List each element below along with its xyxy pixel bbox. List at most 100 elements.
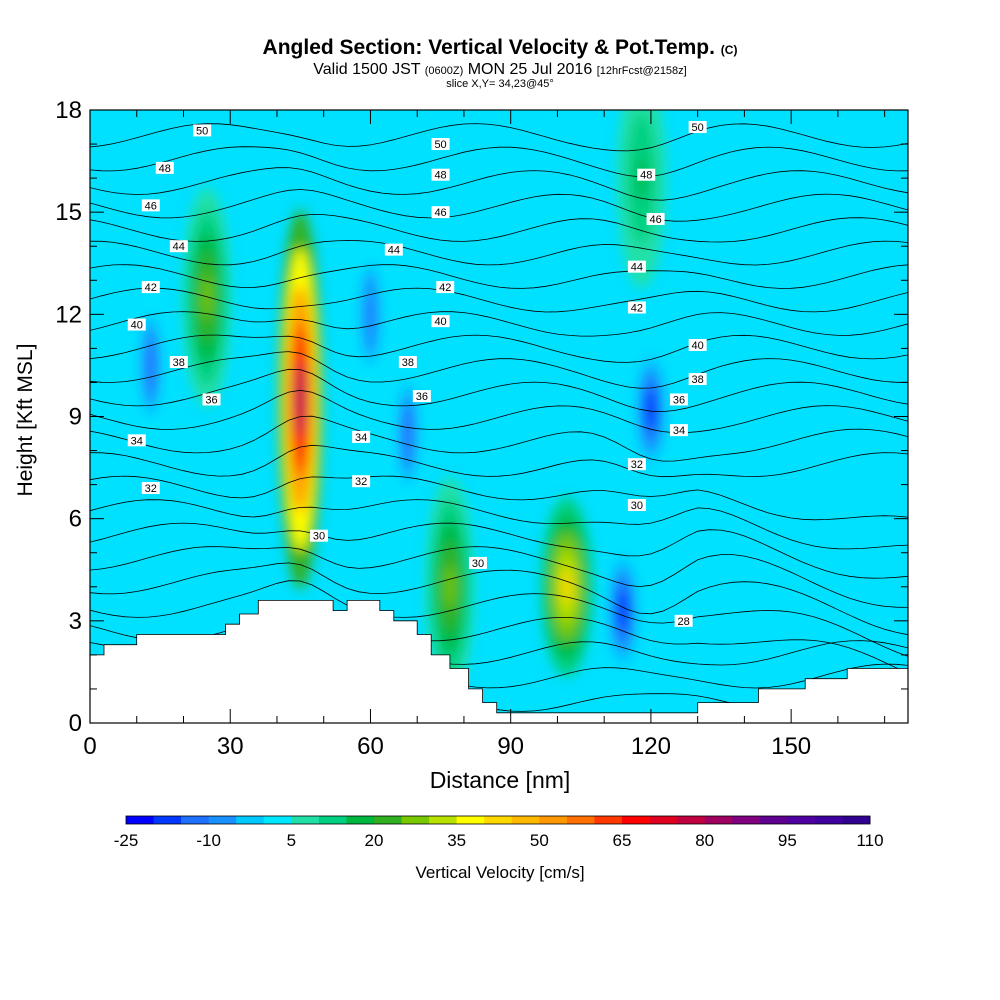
isentrope-label-bg [436,281,455,294]
isentrope-label: 32 [352,475,371,488]
isentrope-label-text: 50 [196,125,208,137]
isentrope-label-text: 40 [434,316,446,328]
velocity-contour [147,351,154,380]
isentrope-label: 30 [310,529,329,543]
isentrope-label: 42 [141,281,160,294]
colorbar-swatch [511,816,540,824]
isentrope-label: 42 [436,281,455,294]
colorbar-swatch [263,816,292,824]
isentrope [90,240,908,266]
isentrope-label-bg [627,301,646,314]
isentrope [90,475,908,521]
isentrope-label-bg [688,373,707,386]
colorbar-swatch [622,816,651,824]
chart-title: Angled Section: Vertical Velocity & Pot.… [0,36,1000,60]
velocity-contour [202,275,212,320]
isentrope [90,311,908,337]
y-tick-label: 9 [69,404,82,431]
colorbar-tick-label: 35 [447,831,466,850]
isentrope-label-text: 50 [692,122,704,134]
isentrope-label-text: 30 [313,531,325,543]
terrain [89,600,909,724]
velocity-contour [405,419,411,448]
isentrope-label-bg [127,318,146,331]
colorbar-frame [125,815,871,825]
isentrope-label-bg [431,206,450,219]
velocity-feature [136,295,165,436]
colorbar-tick-label: 80 [695,831,714,850]
colorbar-swatch [374,816,403,824]
isentrope-label-bg [127,434,146,447]
isentrope [90,499,908,550]
isentrope [90,415,908,462]
isentrope-label: 28 [674,614,693,628]
valid-time-text: Valid 1500 JST [313,61,421,78]
isentrope-label-text: 34 [355,432,367,444]
isentrope-label-bg [398,356,417,369]
chart-title-text: Angled Section: Vertical Velocity & Pot.… [262,36,715,59]
isentrope-label-text: 44 [173,241,185,253]
x-tick-label: 30 [217,733,244,760]
colorbar-swatch [236,816,265,824]
isentrope-label-text: 40 [692,340,704,352]
isentrope-label-bg [310,529,329,542]
isentrope [90,368,908,413]
velocity-feature [356,244,385,385]
isentrope [90,334,908,363]
isentrope-label: 44 [384,243,403,257]
colorbar-swatch [539,816,568,824]
colorbar-swatch [759,816,788,824]
isentrope-label: 50 [688,121,707,134]
isentrope-label-text: 28 [678,616,690,628]
isentrope-label: 34 [352,430,371,444]
isentrope [90,264,908,289]
velocity-feature [540,496,593,677]
isentrope [90,580,908,657]
isentrope-label: 44 [169,240,188,253]
isentrope-label-bg [155,161,174,174]
colorbar-swatch [208,816,237,824]
colorbar-tick-label: 20 [365,831,384,850]
isentrope-label-text: 30 [472,558,484,570]
isentrope-label-text: 36 [673,394,685,406]
isentrope-label: 46 [646,212,665,226]
colorbar-swatch [787,816,816,824]
isentrope-label-text: 46 [649,214,661,226]
isentrope [90,167,908,201]
isentrope-label: 44 [627,260,646,274]
y-tick-label: 12 [55,301,82,328]
forecast-text: [12hrFcst@2158z] [596,65,687,77]
x-tick-label: 60 [357,733,384,760]
isentrope [90,123,908,152]
colorbar-swatch [566,816,595,824]
isentrope-label-bg [141,281,160,294]
isentrope-label: 48 [431,168,450,182]
isentrope-labels: 28 30 30 30 32 32 32 34 34 34 36 36 36 38 38 38 40 40 40 42… [127,121,707,628]
isentrope-label-bg [637,168,656,181]
isentrope-label-bg [431,315,450,328]
colorbar-swatch [677,816,706,824]
chart-title-unit: (C) [720,43,738,57]
isentrope-label: 48 [155,161,174,175]
isentrope-label-text: 48 [159,163,171,175]
isentrope-label-bg [384,243,403,256]
isentrope [90,522,908,579]
velocity-feature [393,363,422,504]
velocity-feature [636,354,665,465]
colorbar-swatch [594,816,623,824]
colorbar-swatch [318,816,347,824]
x-tick-label: 150 [771,733,811,760]
y-tick-label: 3 [69,608,82,635]
velocity-field [136,110,666,697]
colorbar-tick-label: 110 [856,831,883,850]
colorbar-tick-label: -10 [196,831,221,850]
isentrope-label: 34 [669,424,688,437]
isentrope-label-bg [627,499,646,512]
isentrope-label: 50 [431,138,450,151]
colorbar-tick-label: 95 [778,831,797,850]
colorbar-swatch [732,816,761,824]
colorbar-tick-label: 65 [613,831,632,850]
isentrope-label-text: 40 [131,320,143,332]
colorbar-tick-label: 50 [530,831,549,850]
